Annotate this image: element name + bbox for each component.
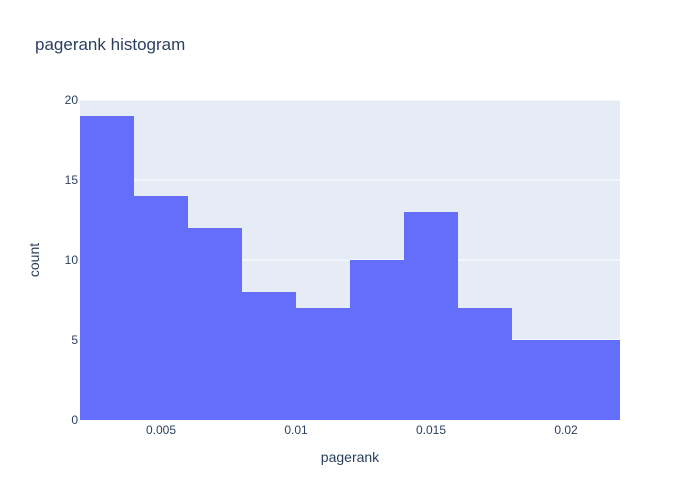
y-axis-label: count — [26, 243, 42, 277]
histogram-bar[interactable] — [566, 340, 620, 420]
x-axis-label: pagerank — [321, 449, 380, 465]
y-tick-label: 10 — [65, 253, 79, 267]
y-tick-label: 0 — [71, 413, 78, 427]
histogram-bar[interactable] — [404, 212, 458, 420]
y-tick-label: 5 — [71, 333, 78, 347]
chart-title: pagerank histogram — [35, 35, 185, 54]
histogram-bar[interactable] — [80, 116, 134, 420]
x-tick-label: 0.005 — [146, 423, 176, 437]
histogram-bar[interactable] — [188, 228, 242, 420]
histogram-bar[interactable] — [134, 196, 188, 420]
histogram-bar[interactable] — [350, 260, 404, 420]
x-tick-label: 0.01 — [284, 423, 308, 437]
x-tick-label: 0.015 — [416, 423, 446, 437]
histogram-bar[interactable] — [296, 308, 350, 420]
x-tick-label: 0.02 — [554, 423, 578, 437]
x-axis-ticks: 0.005 0.01 0.015 0.02 — [146, 423, 578, 437]
y-axis-ticks: 0 5 10 15 20 — [65, 93, 79, 427]
histogram-bar[interactable] — [458, 308, 512, 420]
bars — [80, 116, 620, 420]
y-tick-label: 20 — [65, 93, 79, 107]
y-tick-label: 15 — [65, 173, 79, 187]
histogram-bar[interactable] — [512, 340, 566, 420]
histogram-bar[interactable] — [242, 292, 296, 420]
